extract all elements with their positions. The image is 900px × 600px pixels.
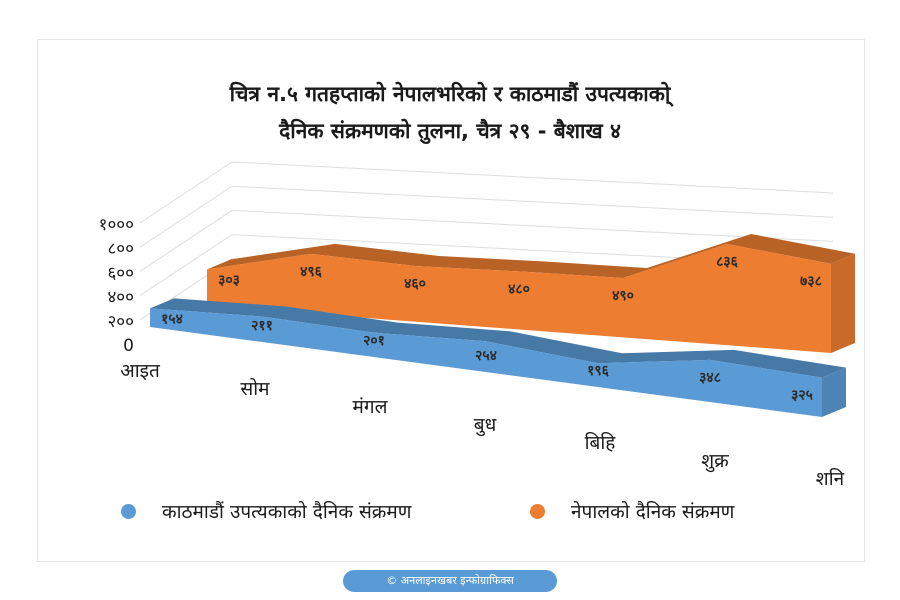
series-0-data-label-6: ३२५ xyxy=(791,388,813,404)
series-0-data-label-0: १५४ xyxy=(161,311,183,327)
y-tick-label-2: ४०० xyxy=(107,288,134,308)
x-tick-label-1: सोम xyxy=(240,377,270,400)
series-1-data-label-5: ८३६ xyxy=(716,254,739,270)
y-tick-label-4: ८०० xyxy=(107,239,134,259)
legend-swatch-nepal xyxy=(530,503,545,519)
legend-item-kathmandu: काठमाडौं उपत्यकाको दैनिक संक्रमण xyxy=(121,496,411,526)
legend-label-kathmandu: काठमाडौं उपत्यकाको दैनिक संक्रमण xyxy=(162,501,412,523)
y-tick-label-1: २०० xyxy=(107,312,134,332)
series-0-data-label-2: २०१ xyxy=(363,333,385,349)
gridline-2 xyxy=(139,234,834,297)
series-0-area xyxy=(150,308,822,417)
series-0-top-surface xyxy=(150,298,846,378)
series-1-data-label-2: ४६० xyxy=(404,276,426,292)
x-tick-label-3: बुध xyxy=(474,414,497,437)
series-1-side-face xyxy=(831,253,855,353)
legend-item-nepal: नेपालको दैनिक संक्रमण xyxy=(530,496,734,526)
chart-title-line-1: चित्र न.५ गतहप्ताको नेपालभरिको र काठमाडौ… xyxy=(229,82,671,106)
y-tick-label-5: १००० xyxy=(99,215,134,235)
x-tick-label-6: शनि xyxy=(816,467,845,490)
x-tick-label-5: शुक्र xyxy=(701,450,729,473)
series-0-data-label-4: १९६ xyxy=(587,363,610,379)
series-0-data-label-3: २५४ xyxy=(475,348,497,364)
series-1-data-label-1: ४९६ xyxy=(300,264,323,280)
gridline-4 xyxy=(139,185,834,248)
gridline-5 xyxy=(139,161,834,224)
series-0-side-face xyxy=(822,367,846,417)
y-tick-label-0: 0 xyxy=(123,336,134,356)
series-0-data-label-5: ३४८ xyxy=(699,370,721,386)
series-1-data-label-6: ७३८ xyxy=(800,274,822,290)
legend-label-nepal: नेपालको दैनिक संक्रमण xyxy=(571,501,735,523)
legend-swatch-kathmandu xyxy=(121,503,136,519)
series-1-data-label-4: ४९० xyxy=(612,288,634,304)
x-tick-label-0: आइत xyxy=(120,360,161,382)
series-1-data-label-3: ४८० xyxy=(508,281,530,297)
series-0-data-label-1: २११ xyxy=(251,318,273,334)
x-tick-label-2: मंगल xyxy=(353,396,389,418)
gridline-3 xyxy=(139,209,834,272)
credit-badge: © अनलाइनखबर इन्फोग्राफिक्स xyxy=(343,570,557,592)
chart-title-line-2: दैनिक संक्रमणको तुलना, चैत्र २९ - बैशाख … xyxy=(279,119,621,143)
series-1-data-label-0: ३०३ xyxy=(218,272,240,288)
series-1-area xyxy=(207,244,831,353)
x-tick-label-4: बिहि xyxy=(585,431,617,454)
series-1-top-surface xyxy=(207,234,855,279)
y-tick-label-3: ६०० xyxy=(107,263,134,283)
